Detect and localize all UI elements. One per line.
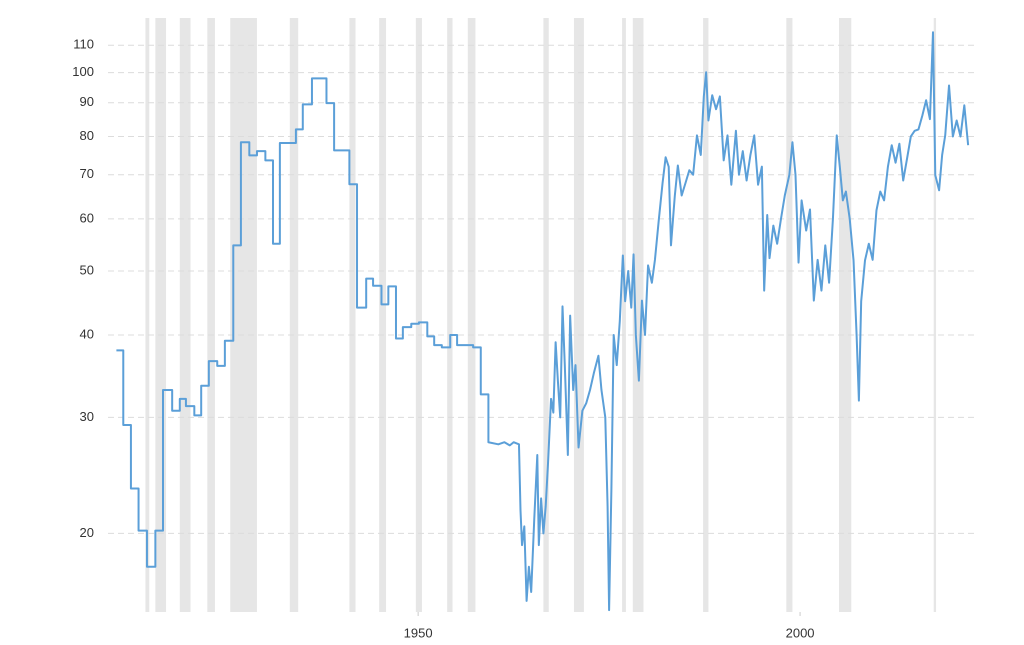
y-tick-label: 110 (73, 37, 94, 52)
recession-band (155, 18, 167, 612)
x-tick-label: 1950 (404, 625, 433, 640)
recession-band (447, 18, 453, 612)
y-tick-label: 50 (80, 262, 94, 277)
y-tick-label: 90 (80, 94, 94, 109)
y-tick-label: 40 (80, 326, 94, 341)
recession-bands (145, 18, 937, 612)
y-tick-label: 80 (80, 128, 94, 143)
recession-band (467, 18, 476, 612)
price-line (116, 31, 970, 612)
recession-band (543, 18, 549, 612)
recession-band (230, 18, 257, 612)
recession-band (786, 18, 793, 612)
recession-band (179, 18, 191, 612)
recession-band (622, 18, 626, 612)
recession-band (415, 18, 422, 612)
recession-band (632, 18, 644, 612)
recession-band (703, 18, 709, 612)
recession-band (289, 18, 299, 612)
recession-band (839, 18, 852, 612)
recession-band (379, 18, 387, 612)
grid (108, 44, 975, 616)
y-tick-label: 100 (72, 64, 94, 79)
recession-band (145, 18, 150, 612)
plot (116, 31, 970, 612)
recession-band (349, 18, 356, 612)
y-tick-label: 30 (80, 409, 94, 424)
tick-labels: 20 30 40 50 60 70 80 90 100 110 1950 2000 (72, 37, 814, 641)
recession-band (933, 18, 937, 612)
recession-band (573, 18, 584, 612)
x-tick-label: 2000 (786, 625, 815, 640)
y-tick-label: 70 (80, 166, 94, 181)
recession-band (207, 18, 215, 612)
y-tick-label: 20 (80, 525, 94, 540)
y-tick-label: 60 (80, 210, 94, 225)
